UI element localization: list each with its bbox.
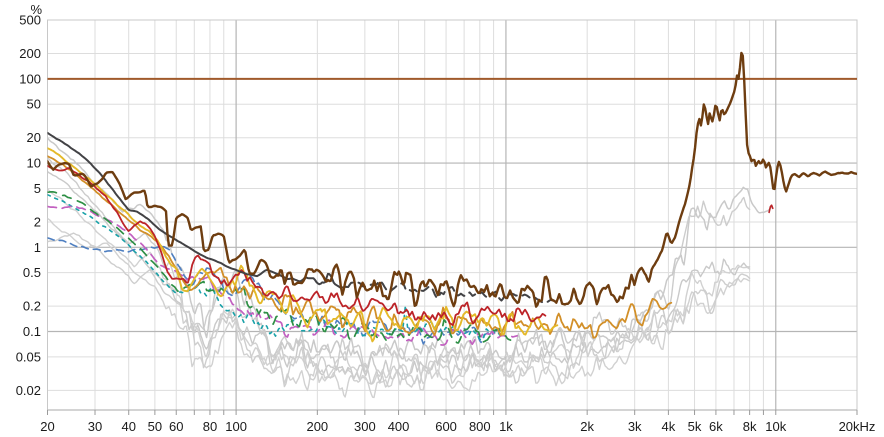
- y-tick-label: 0.02: [16, 383, 41, 398]
- series-brown-main: [47, 51, 857, 308]
- series-teal: [47, 193, 505, 341]
- x-tick-label: 8k: [743, 419, 757, 434]
- x-tick-label: 600: [435, 419, 457, 434]
- x-tick-label: 5k: [688, 419, 702, 434]
- series-red-hf: [768, 204, 774, 214]
- y-axis: 500 200 100 50 20 10 5 2 1 0.5 0.2 0.1 0.05 0.02: [16, 13, 41, 398]
- series-red: [47, 164, 547, 327]
- y-tick-label: 5: [34, 181, 41, 196]
- series-yellow: [47, 147, 559, 343]
- y-tick-label: 0.1: [23, 324, 41, 339]
- y-tick-label: 1: [34, 240, 41, 255]
- y-tick-label: 0.05: [16, 349, 41, 364]
- y-tick-label: 2: [34, 214, 41, 229]
- series-gray-6: [47, 232, 751, 388]
- x-tick-label: 20kHz: [839, 419, 876, 434]
- series-gray-3: [47, 170, 751, 383]
- y-axis-unit-label: %: [30, 2, 42, 17]
- x-tick-label: 800: [469, 419, 491, 434]
- y-tick-label: 50: [27, 97, 41, 112]
- x-tick-label: 40: [121, 419, 135, 434]
- x-tick-label: 200: [306, 419, 328, 434]
- x-tick-label: 80: [203, 419, 217, 434]
- x-tick-label: 50: [148, 419, 162, 434]
- series-blue: [47, 237, 501, 345]
- x-tick-label: 2k: [580, 419, 594, 434]
- y-tick-label: 20: [27, 130, 41, 145]
- series-magenta: [47, 205, 518, 346]
- x-tick-label: 1k: [499, 419, 513, 434]
- series-dark-gray: [47, 131, 348, 289]
- y-tick-label: 0.2: [23, 299, 41, 314]
- x-tick-label: 3k: [628, 419, 642, 434]
- x-tick-label: 6k: [709, 419, 723, 434]
- y-tick-label: 100: [19, 71, 41, 86]
- y-tick-label: 500: [19, 13, 41, 28]
- series-gray-5: [47, 217, 751, 399]
- series-group: [47, 51, 857, 399]
- y-tick-label: 200: [19, 46, 41, 61]
- x-tick-label: 20: [40, 419, 54, 434]
- x-tick-label: 300: [354, 419, 376, 434]
- series-dark-gray: [345, 279, 555, 304]
- series-gray-4: [47, 188, 751, 385]
- x-tick-label: 4k: [662, 419, 676, 434]
- x-tick-label: 400: [388, 419, 410, 434]
- y-tick-label: 0.5: [23, 265, 41, 280]
- x-tick-label: 100: [225, 419, 247, 434]
- x-tick-label: 60: [169, 419, 183, 434]
- x-axis: 20 30 40 50 60 80 100 200 300 400 600 800 1k 2k 3k 4k 5k…: [40, 409, 876, 434]
- x-tick-label: 30: [88, 419, 102, 434]
- x-tick-label: 10k: [765, 419, 786, 434]
- y-tick-label: 10: [27, 156, 41, 171]
